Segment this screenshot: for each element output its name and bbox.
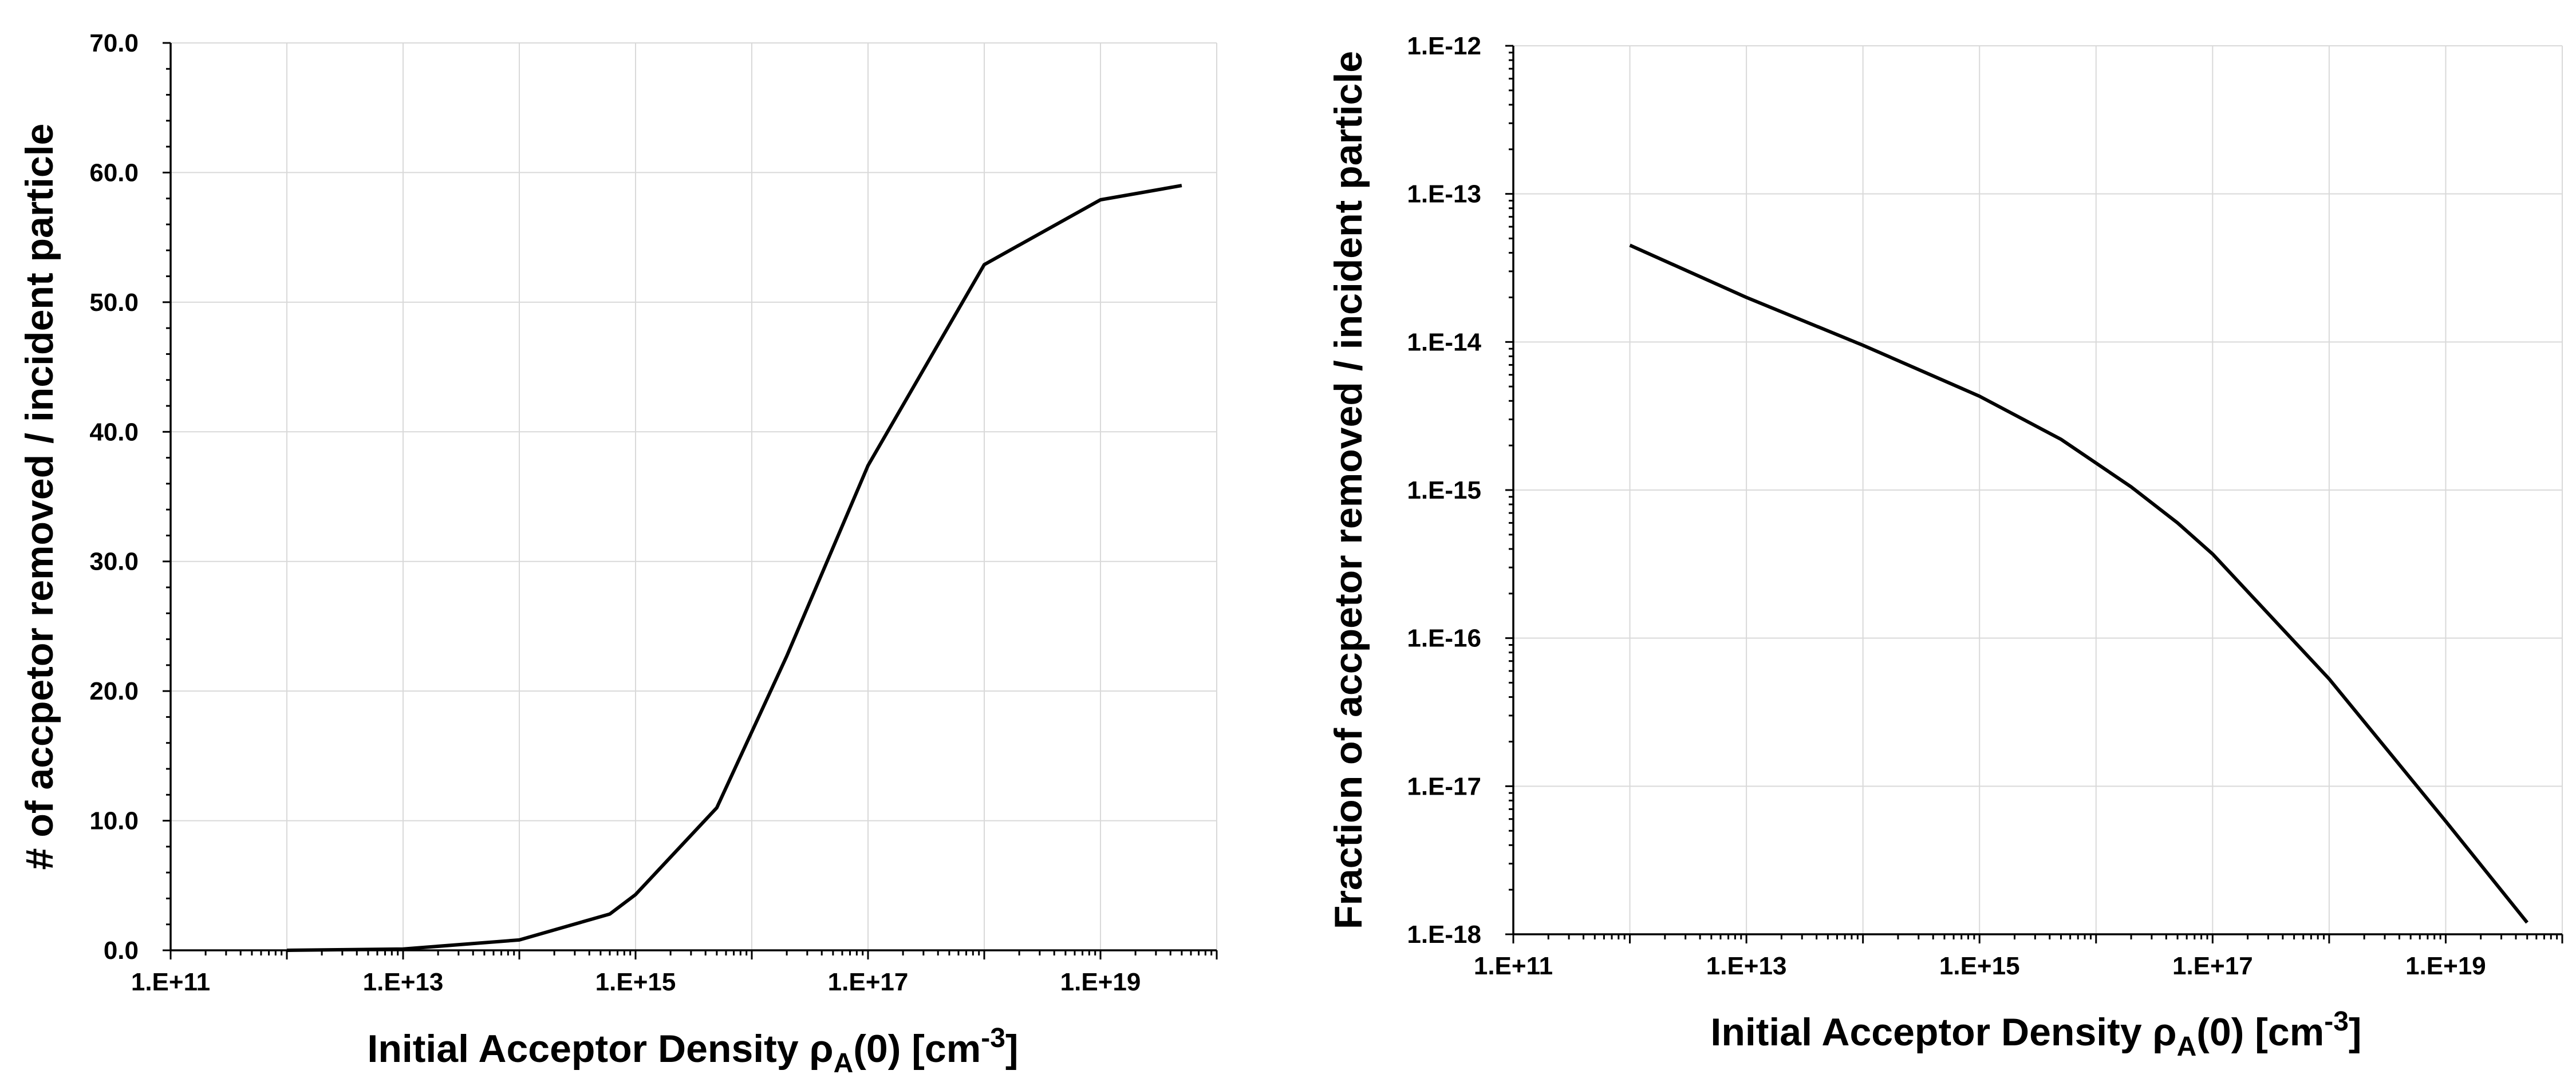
x-axis-title-mid: (0) [cm xyxy=(2196,1010,2324,1054)
x-tick-label: 1.E+19 xyxy=(2405,952,2486,980)
x-axis-title: Initial Acceptor Density ρA(0) [cm-3] xyxy=(1710,1006,2361,1062)
series-line xyxy=(1629,243,2529,924)
y-tick-label: 30.0 xyxy=(89,548,139,576)
y-tick-label: 1.E-15 xyxy=(1407,476,1481,504)
y-tick-label: 50.0 xyxy=(89,289,139,317)
left-chart: 1.E+11 1.E+13 1.E+15 1.E+17 1.E+19 0.0 10.0 20.… xyxy=(18,29,1218,1079)
x-tick-label: 1.E+15 xyxy=(595,968,676,996)
x-axis-title-main: Initial Acceptor Density ρ xyxy=(1710,1010,2176,1054)
right-chart: 1.E+11 1.E+13 1.E+15 1.E+17 1.E+19 1.E-18 1.E-… xyxy=(1327,32,2563,1062)
y-tick-label: 40.0 xyxy=(89,418,139,446)
x-axis-title-subscript: A xyxy=(2177,1032,2197,1062)
x-axis-title: Initial Acceptor Density ρA(0) [cm-3] xyxy=(367,1023,1018,1079)
y-tick-label: 60.0 xyxy=(89,159,139,187)
y-tick-label: 1.E-18 xyxy=(1407,921,1481,949)
x-axis-title-superscript: -3 xyxy=(981,1023,1005,1053)
x-axis-title-end: ] xyxy=(1005,1027,1019,1071)
y-tick-label: 1.E-16 xyxy=(1407,625,1481,653)
x-tick-label: 1.E+11 xyxy=(1474,952,1553,980)
x-axis-title-subscript: A xyxy=(834,1048,854,1079)
y-tick-label: 20.0 xyxy=(89,677,139,705)
y-axis-title: # of accpetor removed / incident particl… xyxy=(18,124,61,870)
y-tick-label: 70.0 xyxy=(89,29,139,57)
y-tick-label: 1.E-13 xyxy=(1407,180,1481,208)
x-tick-label: 1.E+13 xyxy=(363,968,444,996)
x-tick-label: 1.E+11 xyxy=(131,968,210,996)
y-tick-label: 10.0 xyxy=(89,807,139,835)
x-axis-title-end: ] xyxy=(2349,1010,2362,1054)
y-axis-title: Fraction of accpetor removed / incident … xyxy=(1327,51,1370,929)
y-tick-label: 1.E-12 xyxy=(1407,32,1481,60)
x-tick-label: 1.E+17 xyxy=(828,968,909,996)
y-tick-label: 0.0 xyxy=(104,937,139,965)
y-tick-label: 1.E-14 xyxy=(1407,328,1481,356)
x-axis-title-main: Initial Acceptor Density ρ xyxy=(367,1027,833,1071)
x-axis-title-mid: (0) [cm xyxy=(853,1027,981,1071)
x-tick-label: 1.E+15 xyxy=(1939,952,2020,980)
x-axis-title-superscript: -3 xyxy=(2324,1006,2349,1037)
series-line xyxy=(286,184,1182,952)
x-tick-label: 1.E+13 xyxy=(1706,952,1787,980)
x-tick-label: 1.E+19 xyxy=(1060,968,1141,996)
y-tick-label: 1.E-17 xyxy=(1407,772,1481,800)
x-tick-label: 1.E+17 xyxy=(2172,952,2253,980)
